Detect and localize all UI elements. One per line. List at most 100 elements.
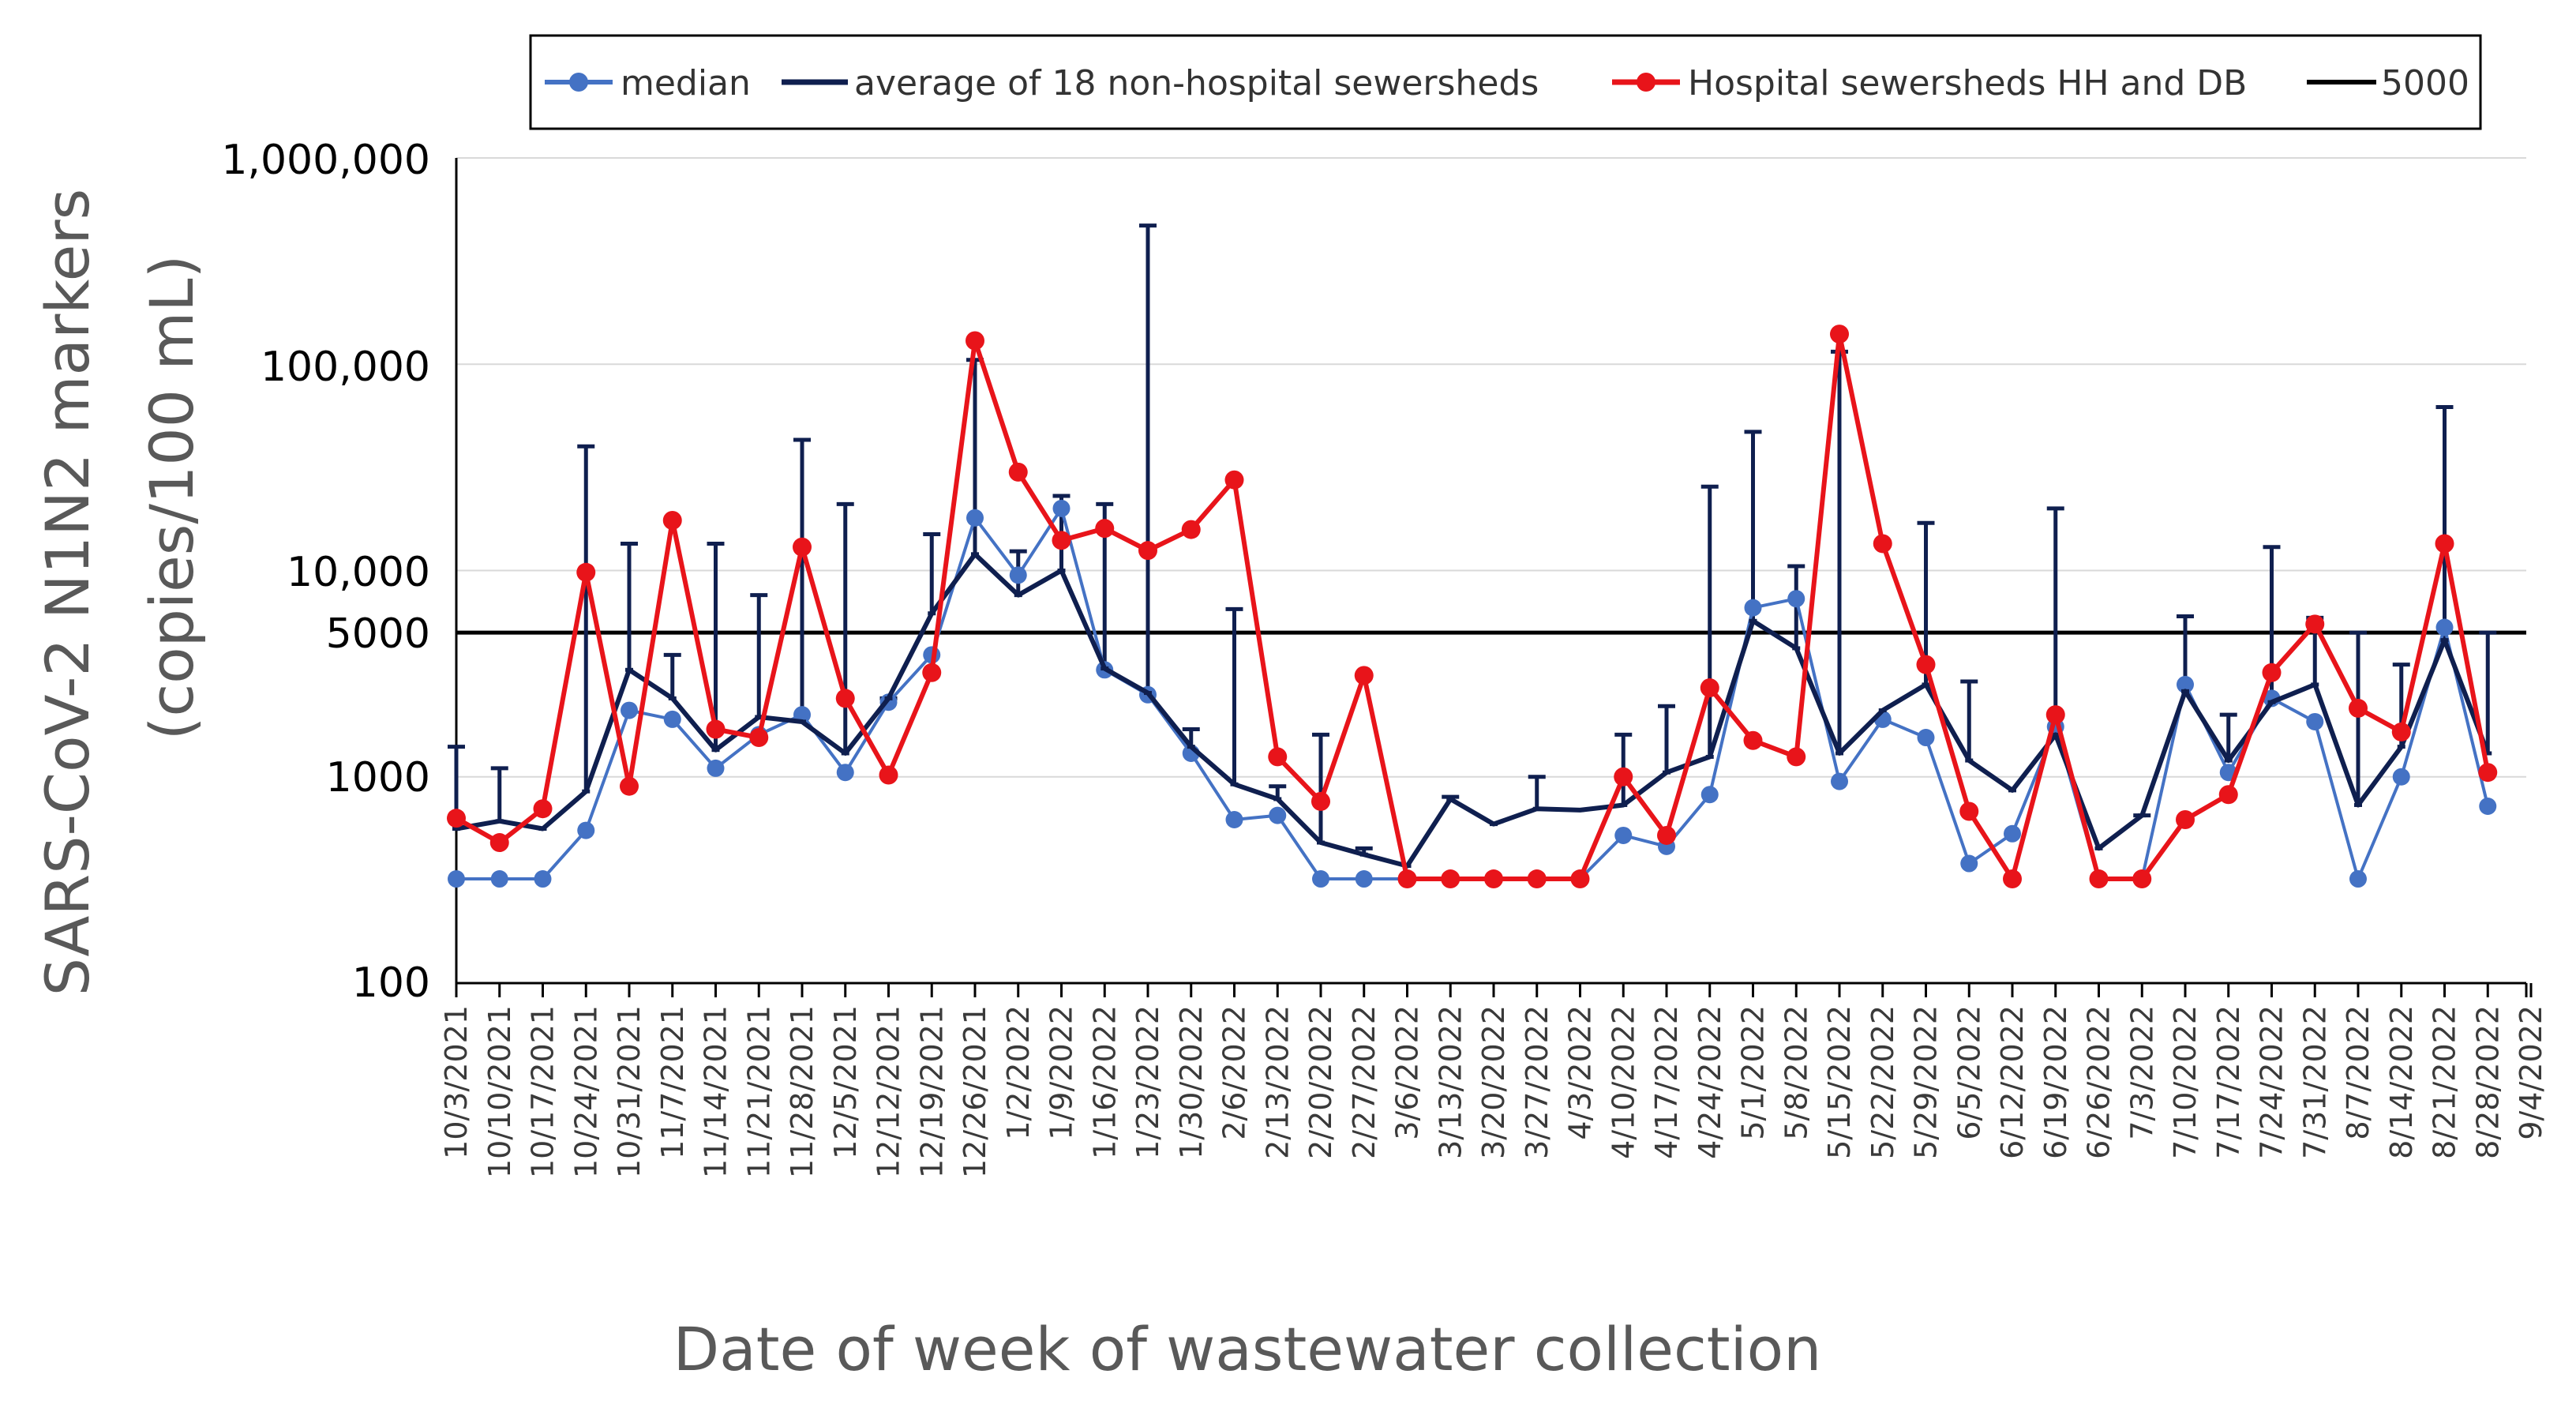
- point-hospital: [1311, 791, 1330, 811]
- x-tick-label: 9/4/2022: [2514, 1005, 2548, 1140]
- x-tick-label: 8/21/2022: [2428, 1005, 2462, 1159]
- point-median: [621, 701, 638, 719]
- x-tick-label: 10/10/2021: [482, 1005, 517, 1178]
- point-hospital: [489, 833, 509, 853]
- point-hospital: [1484, 869, 1503, 889]
- x-tick-label: 5/29/2022: [1909, 1005, 1944, 1159]
- y-tick-label: 1000: [326, 754, 430, 801]
- point-hospital: [1959, 801, 1979, 821]
- point-hospital: [2435, 534, 2454, 554]
- x-tick-label: 11/7/2021: [655, 1005, 690, 1159]
- legend-label-hospital: Hospital sewersheds HH and DB: [1688, 63, 2247, 103]
- point-median: [707, 759, 725, 777]
- x-tick-label: 6/5/2022: [1952, 1005, 1986, 1140]
- x-tick-label: 2/13/2022: [1260, 1005, 1295, 1159]
- y-tick-label: 10,000: [287, 549, 430, 596]
- point-hospital: [2089, 869, 2109, 889]
- x-tick-label: 5/1/2022: [1736, 1005, 1771, 1140]
- point-median: [2479, 798, 2497, 816]
- point-median: [534, 870, 552, 888]
- point-hospital: [1052, 531, 1071, 550]
- x-tick-label: 12/5/2021: [828, 1005, 863, 1159]
- point-hospital: [1138, 541, 1157, 561]
- legend-box: [529, 34, 2482, 130]
- point-hospital: [1181, 520, 1201, 539]
- point-hospital: [1224, 470, 1244, 490]
- point-hospital: [2262, 663, 2282, 682]
- point-hospital: [576, 562, 596, 582]
- point-hospital: [2176, 809, 2195, 829]
- point-median: [1614, 826, 1633, 844]
- point-hospital: [1787, 747, 1806, 767]
- point-median: [1312, 870, 1329, 888]
- point-hospital: [1570, 869, 1590, 889]
- series-line-hospital: [455, 332, 2491, 881]
- x-tick-label: 4/17/2022: [1649, 1005, 1684, 1159]
- x-tick-label: 3/20/2022: [1476, 1005, 1511, 1159]
- point-hospital: [1657, 825, 1676, 845]
- point-hospital: [662, 511, 682, 531]
- point-median: [577, 821, 595, 839]
- point-hospital: [1527, 869, 1547, 889]
- point-median: [1269, 806, 1287, 824]
- x-tick-label: 8/28/2022: [2470, 1005, 2505, 1159]
- point-hospital: [793, 537, 812, 557]
- point-hospital: [2132, 869, 2152, 889]
- point-hospital: [879, 765, 898, 785]
- point-median: [2392, 768, 2410, 786]
- y-tick-label: 100: [352, 959, 430, 1007]
- point-hospital: [922, 663, 942, 682]
- point-median: [1831, 772, 1848, 790]
- point-hospital: [749, 728, 769, 748]
- y-tick-label: 1,000,000: [221, 137, 430, 184]
- point-median: [448, 870, 465, 888]
- point-hospital: [2045, 705, 2065, 725]
- point-median: [966, 509, 984, 527]
- x-tick-label: 6/19/2022: [2038, 1005, 2073, 1159]
- point-median: [490, 870, 508, 888]
- legend: median average of 18 non-hospital sewers…: [529, 34, 2482, 130]
- point-median: [2349, 870, 2367, 888]
- x-tick-label: 7/10/2022: [2168, 1005, 2203, 1159]
- point-hospital: [447, 809, 466, 828]
- x-tick-label: 6/12/2022: [1995, 1005, 2030, 1159]
- point-hospital: [2391, 722, 2411, 741]
- x-tick-label: 11/14/2021: [699, 1005, 733, 1178]
- point-median: [2004, 824, 2021, 843]
- x-tick-label: 7/24/2022: [2255, 1005, 2289, 1159]
- point-median: [1917, 729, 1935, 747]
- point-hospital: [706, 719, 726, 739]
- x-tick-label: 10/3/2021: [439, 1005, 474, 1159]
- point-median: [1009, 566, 1027, 584]
- point-hospital: [1743, 730, 1763, 750]
- x-tick-label: 3/13/2022: [1433, 1005, 1468, 1159]
- point-median: [1355, 870, 1373, 888]
- point-median: [836, 764, 854, 782]
- y-tick-labels: 100 1000 5000 10,000 100,000 1,000,000: [221, 137, 430, 1007]
- point-hospital: [1008, 462, 1028, 482]
- x-tick-label: 4/10/2022: [1606, 1005, 1640, 1159]
- x-tick-label: 8/7/2022: [2341, 1005, 2375, 1140]
- y-tick-label: 5000: [326, 610, 430, 658]
- point-hospital: [533, 799, 553, 819]
- x-tick-label: 2/6/2022: [1217, 1005, 1252, 1140]
- point-median: [1052, 499, 1071, 517]
- point-median: [2177, 675, 2194, 693]
- point-hospital: [966, 331, 984, 351]
- y-axis-title-line2: (copies/100 mL): [137, 255, 207, 741]
- x-tick-label: 12/19/2021: [914, 1005, 949, 1178]
- x-tick-label: 7/3/2022: [2124, 1005, 2159, 1140]
- x-tick-label: 1/16/2022: [1087, 1005, 1122, 1159]
- point-median: [663, 710, 681, 728]
- y-axis-title-line1: SARS-CoV-2 N1N2 markers: [32, 189, 103, 996]
- point-median: [1700, 786, 1719, 804]
- legend-label-average: average of 18 non-hospital sewersheds: [854, 63, 1539, 103]
- point-hospital: [2003, 869, 2022, 889]
- point-hospital: [835, 689, 855, 708]
- x-tick-label: 12/12/2021: [872, 1005, 906, 1178]
- series-line-average: [456, 551, 2491, 869]
- x-tick-label: 6/26/2022: [2082, 1005, 2117, 1159]
- x-tick-label: 4/3/2022: [1563, 1005, 1598, 1140]
- plot-area: 10/3/2021 10/10/2021 10/17/2021 10/24/2021 1…: [439, 157, 2548, 1178]
